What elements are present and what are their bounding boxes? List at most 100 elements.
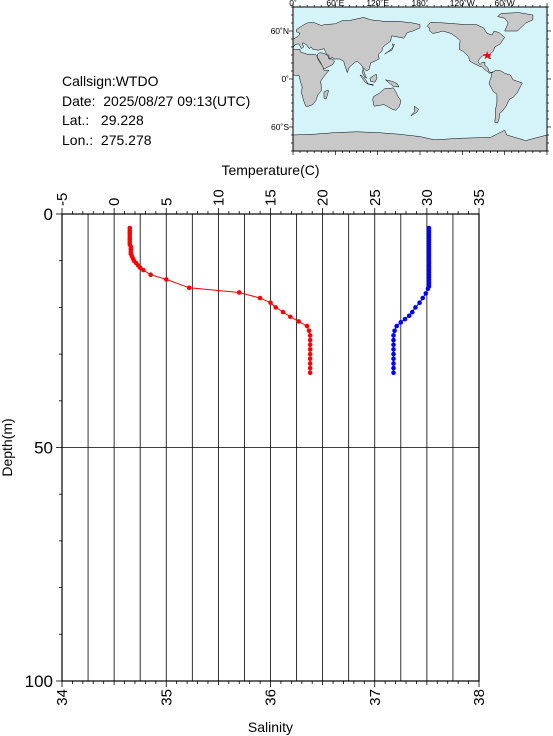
salinity-data-point [391,361,396,366]
salinity-data-point [398,320,404,325]
map-lon-label: 180˚ [411,0,428,8]
salinity-data-point [417,300,422,306]
landmass-6 [359,74,369,85]
temperature-data-point [257,295,263,301]
temperature-data-point [307,347,313,352]
temperature-data-point [141,267,146,273]
temperature-tick-label: 10 [210,189,227,206]
map-lon-label: 120˚W [450,0,475,8]
temperature-tick-label: 35 [471,189,488,206]
salinity-data-point [391,342,396,348]
map-lat-label: 60˚N [271,26,289,36]
temperature-data-point [236,290,242,295]
temperature-tick-label: 25 [367,189,384,206]
salinity-data-point [391,365,396,371]
salinity-data-point [409,309,415,315]
depth-tick-label: 50 [34,439,53,458]
temperature-data-point [307,365,313,371]
temperature-data-point [307,351,313,357]
temperature-tick-label: 15 [263,189,280,206]
temperature-tick-label: -5 [54,193,71,206]
temperature-data-point [288,314,293,320]
temperature-tick-label: 5 [158,198,175,206]
landmass-13 [488,69,523,124]
landmass-10 [410,105,419,117]
salinity-data-point [391,337,396,343]
temperature-tick-label: 0 [106,198,123,206]
salinity-data-point [402,316,408,322]
map-lon-label: 60˚W [495,0,515,8]
station-marker-icon [482,51,492,60]
salinity-data-point [423,291,429,296]
map-frame: 0˚ 60˚E 120˚E 180˚ 120˚W 60˚W 60˚N 0˚ 60˚S [271,0,551,155]
chart-series [127,225,432,376]
landmass-4 [372,87,402,111]
temperature-data-point [163,277,169,282]
salinity-data-point [391,351,396,357]
landmass-0 [293,17,421,79]
landmass-8 [385,79,400,88]
salinity-tick-label: 35 [158,689,175,706]
temperature-data-point [137,265,143,271]
salinity-axis-title: Salinity [248,719,293,735]
callsign-text: Callsign:WTDO [62,73,159,89]
landmass-3 [323,89,329,100]
landmass-9 [384,43,395,55]
salinity-data-point [391,347,396,352]
salinity-tick-label: 37 [367,689,384,706]
salinity-tick-label: 36 [263,689,280,706]
temperature-data-point [307,333,313,338]
temperature-data-point [186,285,192,291]
depth-tick-label: 100 [25,672,53,691]
landmass-5 [369,73,378,83]
salinity-data-point [425,286,431,292]
depth-axis-title: Depth(m) [0,418,15,476]
temperature-axis-title: Temperature(C) [221,162,319,178]
salinity-data-point [406,313,412,319]
salinity-data-point [392,328,397,334]
temperature-data-point [296,319,301,324]
temperature-data-point [273,305,279,310]
temperature-data-point [148,272,153,278]
date-text: Date: 2025/08/27 09:13(UTC) [62,92,251,109]
temperature-data-point [307,361,313,366]
map-lon-label: 0˚ [289,0,297,8]
salinity-tick-label: 34 [54,689,71,706]
landmass-12 [497,12,534,32]
salinity-tick-label: 38 [471,689,488,706]
temperature-data-point [304,323,310,329]
salinity-data-point [413,305,418,310]
depth-tick-label: 0 [44,205,53,224]
salinity-data-point [420,295,426,301]
map-lat-label: 60˚S [271,122,289,132]
salinity-data-point [391,370,396,376]
salinity-profile-line [393,228,430,373]
landmass-2 [293,49,330,107]
temperature-data-point [268,300,273,306]
temperature-tick-label: 20 [315,189,332,206]
temperature-data-point [307,356,313,362]
station-info: Callsign:WTDO Date: 2025/08/27 09:13(UTC… [62,72,250,150]
temperature-data-point [307,370,313,376]
temperature-data-point [307,342,313,348]
temperature-data-point [306,328,312,334]
map-land [293,12,547,151]
map-lat-label: 0˚ [281,74,289,84]
salinity-data-point [391,333,396,338]
chart-grid [62,214,479,681]
landmass-11 [426,21,506,74]
lat-text: Lat.: 29.228 [62,112,144,128]
lon-text: Lon.: 275.278 [62,131,152,148]
temperature-data-point [280,309,286,315]
map-lon-label: 120˚E [366,0,389,8]
temperature-data-point [307,337,313,343]
temperature-tick-label: 30 [419,189,436,206]
landmass-14 [293,129,547,151]
temperature-profile-line [129,228,311,373]
salinity-data-point [391,356,396,362]
salinity-data-point [394,323,399,329]
map-lon-label: 60˚E [326,0,344,8]
world-map: 0˚ 60˚E 120˚E 180˚ 120˚W 60˚W 60˚N 0˚ 60˚S [271,0,551,155]
